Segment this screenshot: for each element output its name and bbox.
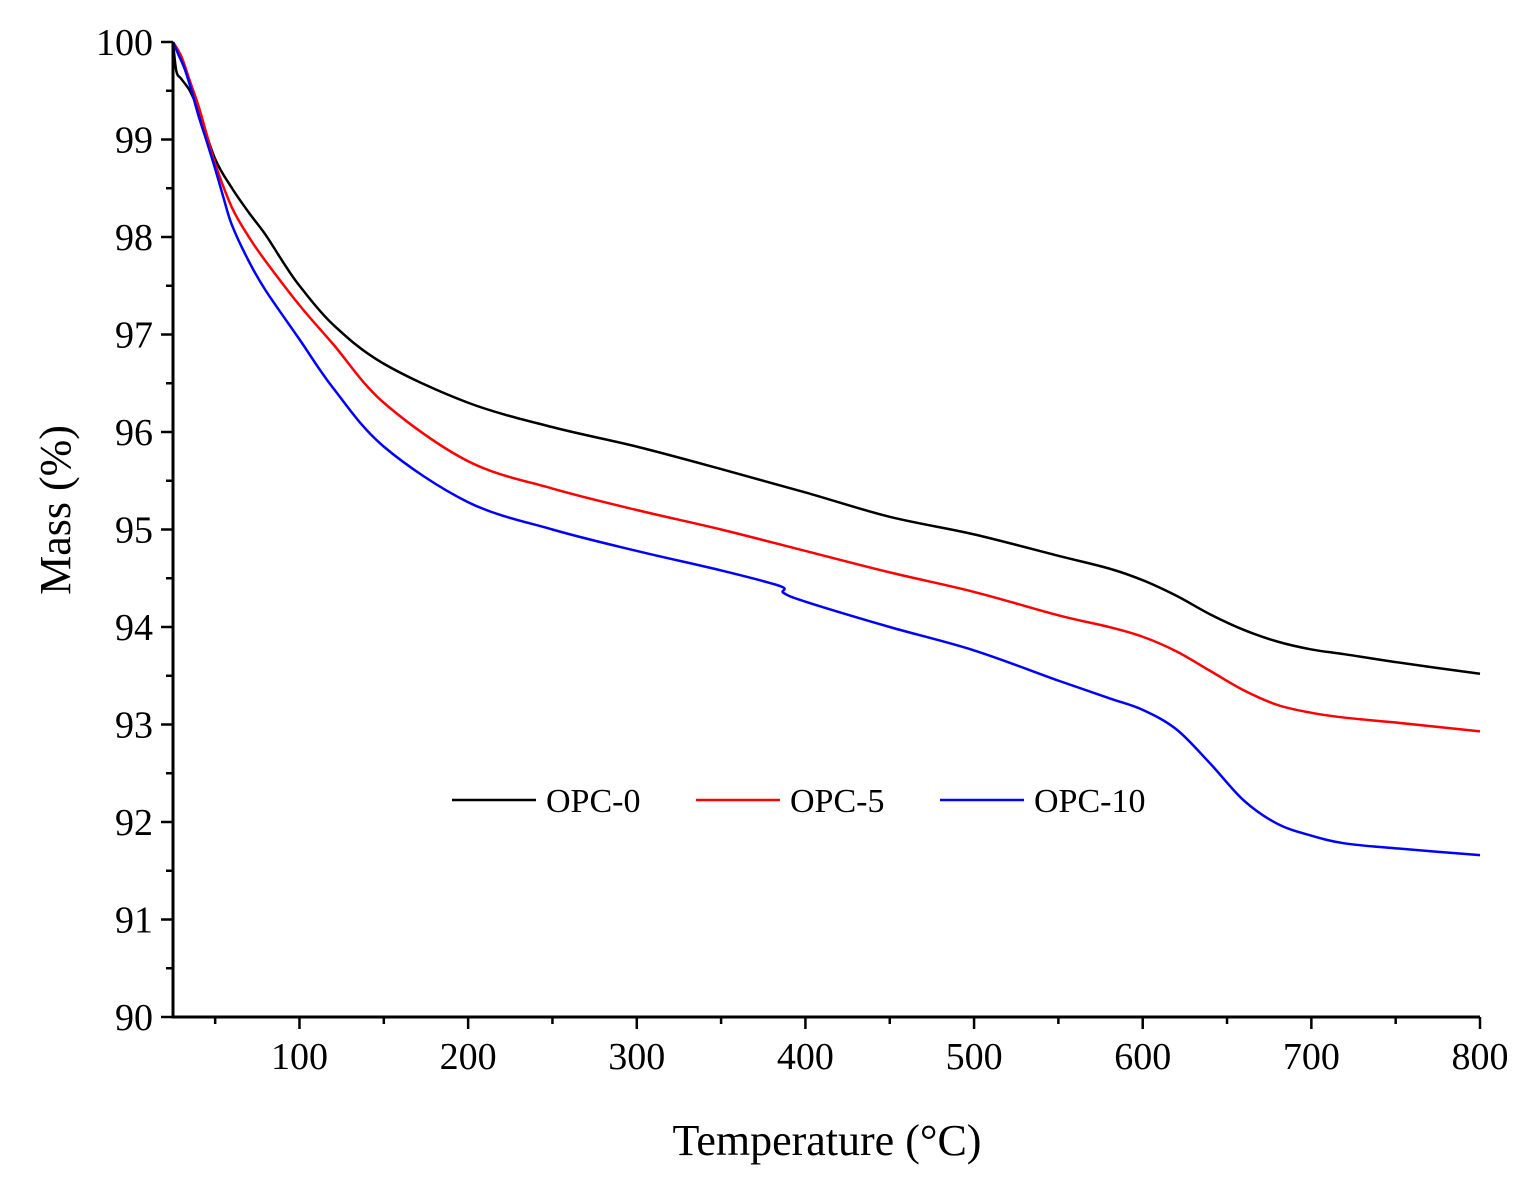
x-tick-label: 700 [1283,1036,1340,1078]
legend-label-opc-0: OPC-0 [546,783,640,820]
x-tick-label: 200 [440,1036,497,1078]
series-line-opc-0 [171,41,1481,676]
y-tick-label: 94 [115,607,153,649]
y-tick-label: 100 [96,22,153,64]
x-tick-label: 100 [271,1036,328,1078]
y-tick-label: 98 [115,217,153,259]
y-tick-label: 91 [115,900,153,942]
legend: OPC-0 OPC-5 OPC-10 [452,783,1145,820]
x-tick-label: 300 [608,1036,665,1078]
y-tick-label: 92 [115,802,153,844]
y-axis-title: Mass (%) [31,425,80,595]
x-tick-label: 800 [1452,1036,1509,1078]
y-tick-label: 97 [115,315,153,357]
series-line-opc-10 [171,41,1481,857]
y-tick-label: 99 [115,120,153,162]
legend-label-opc-10: OPC-10 [1034,783,1145,820]
series-line-opc-5 [171,41,1481,733]
x-tick-label: 400 [777,1036,834,1078]
x-tick-label: 600 [1114,1036,1171,1078]
plot-lines [171,41,1481,857]
axis-ticks [161,40,1482,1029]
legend-label-opc-5: OPC-5 [790,783,884,820]
y-tick-label: 90 [115,997,153,1039]
axis-tick-labels: 100 200 300 400 500 600 700 800 90 91 92 93 94 95 96 97… [96,22,1509,1078]
y-tick-label: 93 [115,705,153,747]
x-axis-title: Temperature (°C) [673,1116,982,1165]
x-tick-label: 500 [946,1036,1003,1078]
y-tick-label: 96 [115,412,153,454]
y-tick-label: 95 [115,510,153,552]
